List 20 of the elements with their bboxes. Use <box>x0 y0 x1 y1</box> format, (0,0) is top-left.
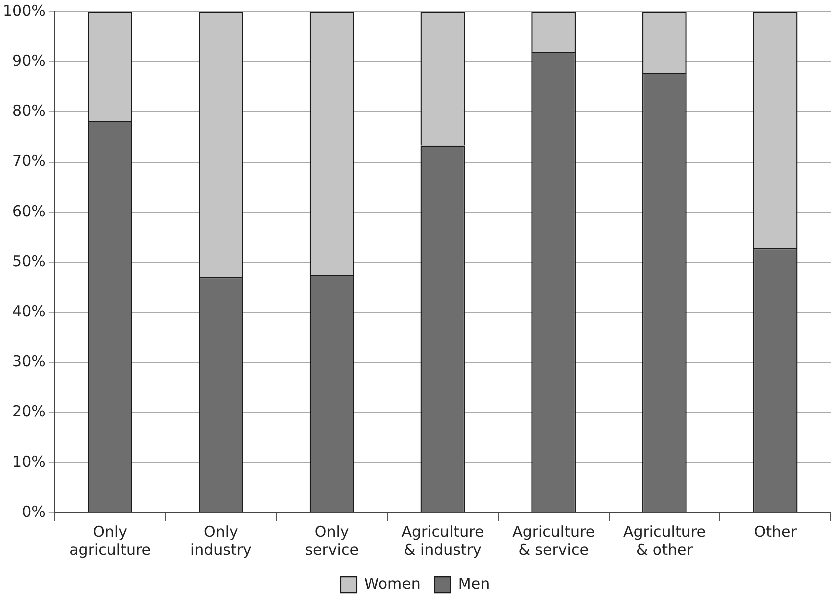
x-tick-label: Only agriculture <box>70 522 152 559</box>
legend-label: Women <box>364 574 421 593</box>
x-tick-label: Other <box>754 522 798 541</box>
y-tick-label: 100% <box>2 2 46 20</box>
x-tick-label: Only industry <box>190 522 252 559</box>
y-tick-label: 30% <box>12 352 46 371</box>
y-tick-label: 10% <box>12 452 46 471</box>
x-tick-label: Only service <box>305 522 359 559</box>
y-tick-label: 40% <box>12 302 46 320</box>
x-tick-label: Agriculture & service <box>512 522 596 559</box>
y-tick-label: 50% <box>12 252 46 270</box>
y-tick-label: 0% <box>22 502 46 521</box>
y-tick-label: 80% <box>12 102 46 120</box>
x-tick-label: Agriculture & industry <box>402 522 484 559</box>
y-tick-label: 70% <box>12 152 46 170</box>
x-tick-label: Agriculture & other <box>623 522 706 559</box>
y-tick-label: 20% <box>12 402 46 421</box>
y-tick-label: 60% <box>12 202 46 220</box>
legend-label: Men <box>458 574 490 593</box>
y-tick-label: 90% <box>12 52 46 70</box>
